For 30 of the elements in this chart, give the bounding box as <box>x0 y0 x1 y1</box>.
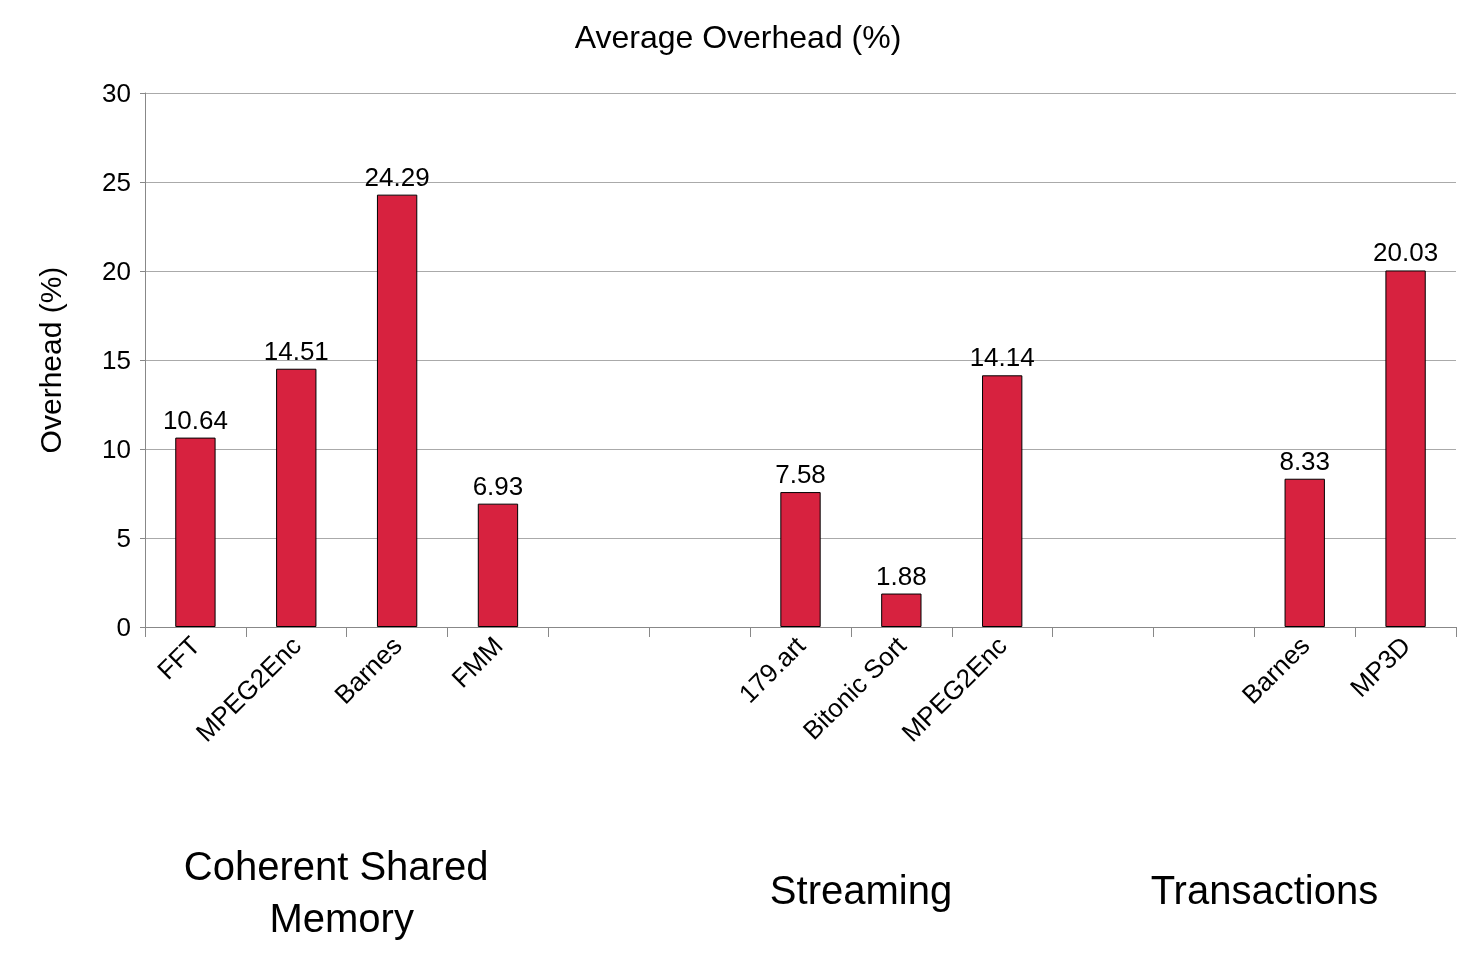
bar <box>881 593 922 627</box>
y-tick-label: 15 <box>102 345 131 375</box>
data-label: 6.93 <box>472 470 524 501</box>
data-label: 20.03 <box>1373 237 1439 268</box>
text: Streaming <box>769 868 953 912</box>
data-label: 14.14 <box>969 342 1035 373</box>
data-label: 14.51 <box>263 335 329 366</box>
text: Transactions <box>1150 868 1379 912</box>
bar <box>1385 270 1426 627</box>
data-label: 1.88 <box>876 560 927 591</box>
y-axis-title: Overhead (%) <box>33 266 67 454</box>
chart-title: Average Overhead (%) <box>574 19 902 55</box>
y-tick-label: 10 <box>102 434 131 464</box>
y-tick-label: 5 <box>116 523 131 553</box>
data-label: 10.64 <box>162 404 228 435</box>
bar <box>477 503 519 627</box>
bar <box>982 375 1023 627</box>
y-tick-label: 0 <box>116 612 131 642</box>
data-label: 8.33 <box>1279 445 1331 476</box>
bar <box>1284 478 1325 627</box>
y-tick-label: 30 <box>102 78 131 108</box>
bar <box>276 368 317 627</box>
y-tick-label: 25 <box>102 167 131 197</box>
bar <box>175 437 216 627</box>
bar <box>376 194 418 627</box>
y-tick-label: 20 <box>102 256 131 286</box>
data-label: 24.29 <box>364 161 430 192</box>
text: Coherent Shared Memory <box>183 844 500 940</box>
data-label: 7.58 <box>775 459 826 490</box>
bar <box>780 492 821 627</box>
